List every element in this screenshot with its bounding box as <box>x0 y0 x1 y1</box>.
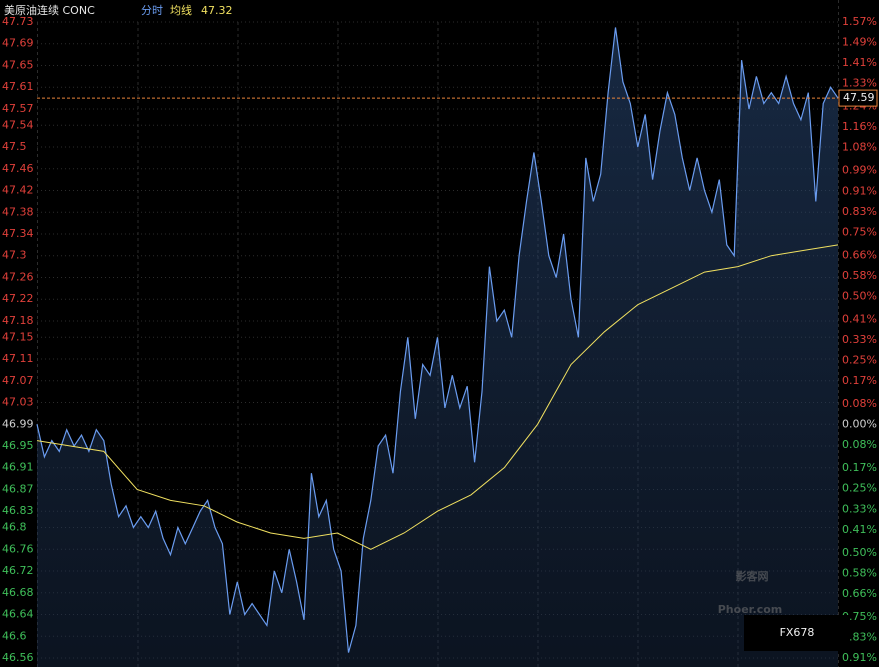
y-tick-label: 47.57 <box>2 102 34 115</box>
y2-tick-label: 0.08% <box>842 397 877 410</box>
y-tick-label: 46.6 <box>2 629 27 642</box>
last-price-label: 47.59 <box>843 91 875 104</box>
y2-tick-label: 1.41% <box>842 56 877 69</box>
y-tick-label: 47.42 <box>2 184 34 197</box>
watermark: 影客网 <box>736 569 769 583</box>
y-tick-label: 46.91 <box>2 461 34 474</box>
avg-value: 47.32 <box>201 4 233 17</box>
y2-tick-label: 0.00% <box>842 418 877 431</box>
y-tick-label: 47.65 <box>2 58 34 71</box>
y-tick-label: 47.03 <box>2 396 34 409</box>
watermark: Phoer.com <box>718 603 783 616</box>
y2-tick-label: 0.41% <box>842 312 877 325</box>
y2-tick-label: 0.25% <box>842 354 877 367</box>
y-tick-label: 47.15 <box>2 330 34 343</box>
y2-tick-label: 0.75% <box>842 225 877 238</box>
y-tick-label: 47.54 <box>2 118 34 131</box>
y2-tick-label: 0.91% <box>842 651 877 664</box>
y2-tick-label: 1.33% <box>842 77 877 90</box>
y-tick-label: 46.68 <box>2 586 34 599</box>
y-tick-label: 46.99 <box>2 417 34 430</box>
y2-tick-label: 0.50% <box>842 289 877 302</box>
y2-tick-label: 0.17% <box>842 374 877 387</box>
y-tick-label: 47.34 <box>2 227 34 240</box>
y2-tick-label: 0.17% <box>842 461 877 474</box>
y-tick-label: 46.64 <box>2 608 34 621</box>
y-tick-label: 47.46 <box>2 162 34 175</box>
average-line <box>36 244 839 550</box>
y-tick-label: 46.72 <box>2 564 34 577</box>
chart-title: 美原油连续 CONC <box>4 3 95 17</box>
y-tick-label: 47.07 <box>2 374 34 387</box>
y2-tick-label: 1.16% <box>842 120 877 133</box>
y2-tick-label: 0.66% <box>842 587 877 600</box>
price-area <box>37 27 838 667</box>
y-tick-label: 47.61 <box>2 80 34 93</box>
price-line <box>36 27 839 653</box>
y2-tick-label: 0.33% <box>842 333 877 346</box>
y2-tick-label: 0.08% <box>842 438 877 451</box>
y2-tick-label: 0.58% <box>842 269 877 282</box>
y-tick-label: 47.69 <box>2 37 34 50</box>
y-tick-label: 47.5 <box>2 140 27 153</box>
y-tick-label: 46.56 <box>2 651 34 664</box>
y-tick-label: 46.76 <box>2 542 34 555</box>
y-tick-label: 46.8 <box>2 521 27 534</box>
y-tick-label: 47.22 <box>2 292 34 305</box>
y-tick-label: 46.83 <box>2 504 34 517</box>
y2-tick-label: 0.25% <box>842 482 877 495</box>
y2-tick-label: 0.33% <box>842 502 877 515</box>
y2-tick-label: 1.08% <box>842 141 877 154</box>
y2-tick-label: 0.75% <box>842 610 877 623</box>
mode-label: 分时 <box>141 4 163 17</box>
y-tick-label: 46.95 <box>2 439 34 452</box>
y-tick-label: 47.26 <box>2 270 34 283</box>
y2-tick-label: 0.91% <box>842 184 877 197</box>
y-tick-label: 47.3 <box>2 249 27 262</box>
y2-tick-label: 0.83% <box>842 205 877 218</box>
y2-tick-label: 0.99% <box>842 164 877 177</box>
y2-tick-label: 1.49% <box>842 36 877 49</box>
y-tick-label: 47.18 <box>2 314 34 327</box>
avg-label: 均线 <box>170 3 192 17</box>
y2-tick-label: 0.41% <box>842 523 877 536</box>
y2-tick-label: 0.66% <box>842 248 877 261</box>
plot: 47.73 47.69 47.65 47.61 47.57 47.54 47.5 47.46 4… <box>2 15 878 667</box>
y2-tick-label: 0.58% <box>842 566 877 579</box>
badge-bg <box>744 615 850 651</box>
y-tick-label: 46.87 <box>2 482 34 495</box>
y-tick-label: 47.73 <box>2 15 34 28</box>
badge: FX678 <box>780 626 815 639</box>
y-tick-label: 47.11 <box>2 352 34 365</box>
y-tick-label: 47.38 <box>2 205 34 218</box>
y2-tick-label: 0.50% <box>842 546 877 559</box>
y2-tick-label: 1.57% <box>842 15 877 28</box>
last-price-box <box>838 89 878 107</box>
y2-tick-label: 0.83% <box>842 630 877 643</box>
